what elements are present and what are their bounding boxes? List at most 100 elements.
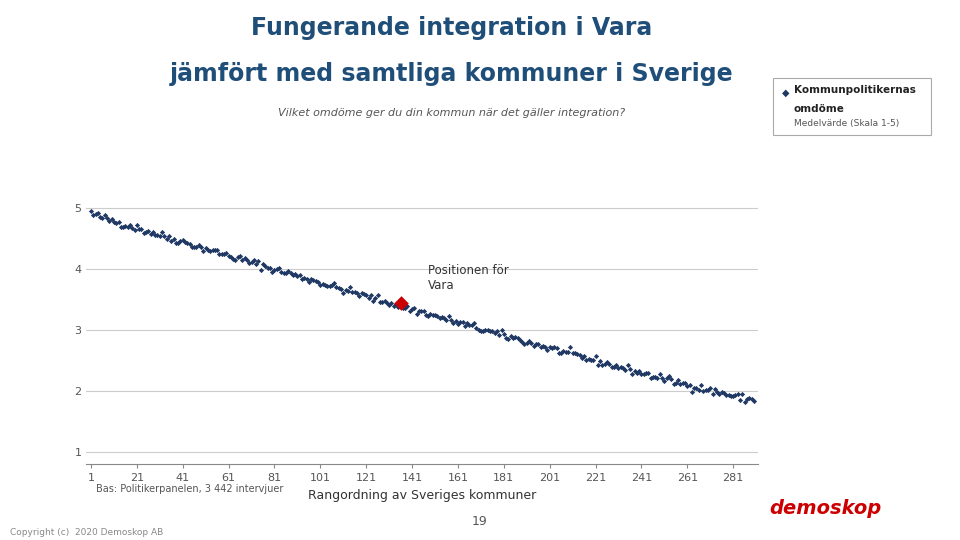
Point	[563, 342, 578, 351]
Text: Vilket omdöme ger du din kommun när det gäller integration?: Vilket omdöme ger du din kommun när det …	[277, 108, 625, 118]
Point	[549, 344, 564, 353]
Point	[204, 245, 220, 254]
Point	[422, 309, 438, 318]
Point	[629, 369, 644, 377]
Point	[574, 353, 589, 362]
Point	[110, 218, 126, 226]
Point	[437, 314, 452, 322]
Point	[528, 340, 543, 348]
Point	[508, 333, 523, 342]
Point	[617, 366, 633, 374]
Point	[331, 283, 347, 292]
Point	[728, 391, 743, 400]
Point	[372, 298, 388, 306]
Point	[108, 218, 124, 227]
Point	[556, 347, 571, 355]
Point	[691, 386, 707, 394]
Point	[381, 301, 396, 310]
Point	[324, 281, 340, 289]
Point	[523, 339, 539, 347]
Point	[595, 361, 611, 370]
Point	[393, 298, 408, 307]
Point	[714, 388, 730, 397]
Point	[521, 336, 537, 345]
Point	[620, 361, 636, 370]
Point	[487, 328, 502, 337]
Point	[155, 228, 170, 237]
Point	[407, 303, 422, 312]
Point	[526, 342, 541, 350]
Point	[145, 228, 160, 237]
Point	[730, 390, 745, 399]
Point	[482, 327, 497, 335]
Point	[212, 250, 228, 259]
Point	[655, 373, 670, 382]
Point	[678, 379, 693, 387]
Point	[251, 257, 266, 266]
Point	[425, 310, 441, 319]
Point	[659, 374, 674, 382]
Point	[513, 336, 528, 345]
Point	[666, 380, 682, 388]
Point	[609, 361, 624, 369]
Text: Fungerande integration i Vara: Fungerande integration i Vara	[251, 16, 652, 40]
Point	[255, 260, 271, 268]
Point	[132, 225, 147, 233]
Point	[611, 364, 626, 373]
Point	[416, 307, 431, 315]
Point	[464, 320, 479, 329]
Point	[184, 243, 200, 252]
Point	[175, 236, 190, 245]
Point	[538, 342, 553, 351]
Point	[138, 227, 154, 236]
Point	[533, 343, 548, 352]
Point	[306, 276, 322, 285]
Point	[441, 312, 456, 321]
Point	[726, 392, 741, 400]
Point	[310, 278, 325, 287]
Point	[358, 290, 373, 299]
Point	[322, 281, 337, 290]
Point	[746, 397, 761, 406]
Point	[317, 280, 332, 289]
Point	[159, 234, 175, 243]
Point	[613, 363, 629, 372]
Point	[592, 356, 608, 365]
Point	[246, 256, 261, 265]
Point	[586, 355, 601, 364]
Point	[452, 318, 468, 326]
Point	[397, 303, 413, 312]
Point	[393, 298, 408, 307]
Point	[503, 332, 518, 341]
Point	[622, 364, 637, 373]
Point	[354, 288, 370, 297]
Point	[531, 340, 546, 348]
Point	[127, 226, 142, 234]
Point	[85, 211, 101, 219]
Point	[643, 373, 659, 382]
Point	[88, 210, 104, 219]
Point	[542, 343, 558, 352]
Point	[313, 281, 328, 289]
Point	[468, 323, 484, 332]
Point	[409, 309, 424, 318]
Point	[636, 369, 652, 378]
Point	[414, 307, 429, 316]
Point	[396, 303, 411, 312]
Point	[693, 381, 708, 389]
Point	[280, 267, 296, 276]
Point	[239, 256, 254, 265]
Point	[368, 293, 383, 302]
Point	[420, 312, 436, 321]
Point	[315, 280, 330, 288]
Point	[244, 258, 259, 266]
Point	[734, 390, 750, 399]
Point	[634, 370, 649, 379]
Point	[496, 330, 512, 339]
Point	[265, 268, 280, 276]
Point	[625, 370, 640, 379]
Point	[505, 334, 520, 343]
Point	[182, 240, 198, 249]
Point	[100, 213, 115, 222]
Point	[744, 395, 759, 404]
